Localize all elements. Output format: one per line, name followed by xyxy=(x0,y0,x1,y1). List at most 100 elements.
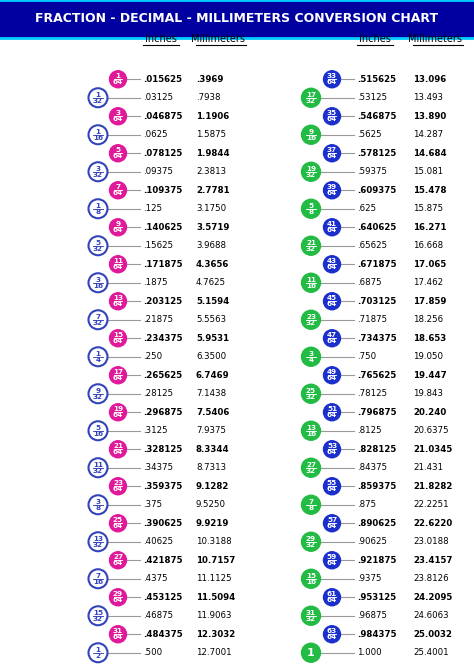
Text: .125: .125 xyxy=(143,204,162,213)
Text: 32: 32 xyxy=(93,172,103,178)
Text: 16: 16 xyxy=(93,135,103,141)
Text: 8: 8 xyxy=(95,208,100,214)
Text: 18.256: 18.256 xyxy=(413,316,443,324)
Text: 16: 16 xyxy=(93,283,103,289)
Text: 32: 32 xyxy=(93,245,103,251)
Text: .578125: .578125 xyxy=(357,149,396,157)
Text: 5: 5 xyxy=(309,203,314,209)
Text: .59375: .59375 xyxy=(357,168,387,176)
Text: 19: 19 xyxy=(306,166,316,172)
Circle shape xyxy=(301,421,320,440)
Text: .40625: .40625 xyxy=(143,537,173,546)
Text: 1: 1 xyxy=(95,203,100,209)
Text: .46875: .46875 xyxy=(143,611,173,620)
Text: .0625: .0625 xyxy=(143,130,168,139)
Text: .34375: .34375 xyxy=(143,463,173,472)
Text: 64: 64 xyxy=(113,153,123,159)
Circle shape xyxy=(109,515,127,532)
Text: 11.9063: 11.9063 xyxy=(196,611,231,620)
Text: 19.050: 19.050 xyxy=(413,352,443,361)
Text: 64: 64 xyxy=(327,560,337,566)
Text: 57: 57 xyxy=(327,517,337,523)
Text: 3.5719: 3.5719 xyxy=(196,222,229,232)
Text: 25: 25 xyxy=(113,517,123,523)
Text: 63: 63 xyxy=(327,628,337,634)
Text: .515625: .515625 xyxy=(357,75,396,84)
Text: 5.5563: 5.5563 xyxy=(196,316,226,324)
Text: 21: 21 xyxy=(306,240,316,246)
Circle shape xyxy=(109,478,127,494)
Circle shape xyxy=(109,330,127,347)
Text: 15: 15 xyxy=(93,610,103,616)
Text: 64: 64 xyxy=(327,227,337,233)
Text: 32: 32 xyxy=(93,541,103,547)
Text: 1: 1 xyxy=(307,648,315,658)
Text: .421875: .421875 xyxy=(143,555,182,565)
Text: .875: .875 xyxy=(357,500,376,509)
Text: 64: 64 xyxy=(113,560,123,566)
Text: 10.3188: 10.3188 xyxy=(196,537,232,546)
Text: .15625: .15625 xyxy=(143,241,173,251)
Text: 21.0345: 21.0345 xyxy=(413,445,452,454)
Circle shape xyxy=(323,182,340,199)
Text: 64: 64 xyxy=(113,375,123,381)
Circle shape xyxy=(301,606,320,625)
Circle shape xyxy=(301,532,320,551)
Text: 64: 64 xyxy=(327,375,337,381)
Text: 7.9375: 7.9375 xyxy=(196,426,226,436)
Text: 64: 64 xyxy=(113,338,123,344)
Text: 9: 9 xyxy=(95,388,100,394)
Text: 32: 32 xyxy=(93,393,103,399)
Text: .1875: .1875 xyxy=(143,278,168,287)
Text: 3: 3 xyxy=(95,166,100,172)
Text: .890625: .890625 xyxy=(357,519,396,528)
Text: 2.7781: 2.7781 xyxy=(196,186,229,195)
Circle shape xyxy=(323,515,340,532)
Text: 15.081: 15.081 xyxy=(413,168,443,176)
Text: 29: 29 xyxy=(113,592,123,598)
Text: 12.3032: 12.3032 xyxy=(196,630,235,639)
Text: .234375: .234375 xyxy=(143,334,182,343)
Circle shape xyxy=(109,71,127,88)
Text: 17.859: 17.859 xyxy=(413,297,447,306)
Text: 64: 64 xyxy=(113,116,123,122)
Text: 22.2251: 22.2251 xyxy=(413,500,448,509)
Text: .046875: .046875 xyxy=(143,112,182,121)
Text: 31: 31 xyxy=(113,628,123,634)
Text: 7: 7 xyxy=(309,499,313,505)
Text: 64: 64 xyxy=(327,190,337,196)
Circle shape xyxy=(323,293,340,310)
Text: 64: 64 xyxy=(113,227,123,233)
Text: 11: 11 xyxy=(113,259,123,265)
Text: 49: 49 xyxy=(327,369,337,375)
Text: 45: 45 xyxy=(327,295,337,302)
Text: 64: 64 xyxy=(113,597,123,603)
Text: .625: .625 xyxy=(357,204,376,213)
Text: .21875: .21875 xyxy=(143,316,173,324)
Text: 7.5406: 7.5406 xyxy=(196,408,229,417)
Text: 11.1125: 11.1125 xyxy=(196,574,232,584)
Text: Millimeters: Millimeters xyxy=(191,34,245,44)
Text: 4: 4 xyxy=(95,356,100,362)
Text: 8: 8 xyxy=(95,505,100,511)
Circle shape xyxy=(323,626,340,643)
Text: 25.0032: 25.0032 xyxy=(413,630,452,639)
Text: 20.6375: 20.6375 xyxy=(413,426,448,436)
Circle shape xyxy=(301,347,320,366)
Text: 9.9219: 9.9219 xyxy=(196,519,229,528)
Text: .7938: .7938 xyxy=(196,93,220,103)
Text: 16: 16 xyxy=(93,431,103,437)
Text: 14.287: 14.287 xyxy=(413,130,443,139)
Text: 64: 64 xyxy=(113,449,123,455)
Text: 6.3500: 6.3500 xyxy=(196,352,226,361)
Text: 25.4001: 25.4001 xyxy=(413,649,448,657)
Text: 31: 31 xyxy=(306,610,316,616)
Text: 14.684: 14.684 xyxy=(413,149,447,157)
Text: .546875: .546875 xyxy=(357,112,396,121)
Circle shape xyxy=(301,162,320,182)
Text: 32: 32 xyxy=(306,172,316,178)
Text: 32: 32 xyxy=(93,468,103,474)
Text: 1: 1 xyxy=(95,647,100,653)
Text: 29: 29 xyxy=(306,536,316,542)
Text: 59: 59 xyxy=(327,555,337,560)
